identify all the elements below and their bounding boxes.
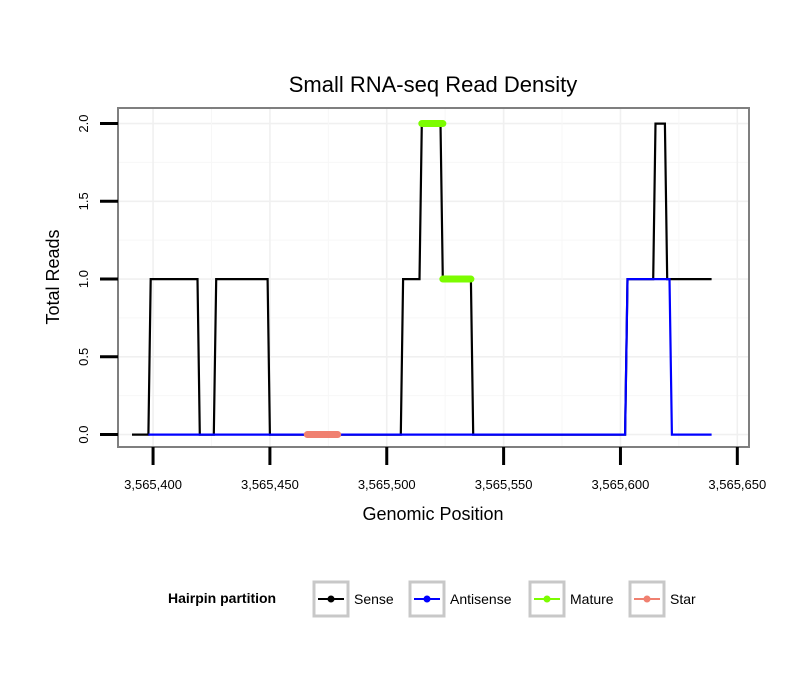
legend-dot-mature	[543, 595, 551, 603]
x-tick-label: 3,565,450	[241, 477, 299, 492]
y-tick-label: 2.0	[76, 115, 91, 133]
legend-label-mature: Mature	[570, 591, 614, 607]
y-tick-label: 0.5	[76, 348, 91, 366]
series-group	[132, 120, 712, 439]
legend-label-star: Star	[670, 591, 696, 607]
legend-dot-star	[643, 595, 651, 603]
y-tick-label: 0.0	[76, 426, 91, 444]
x-tick-label: 3,565,600	[592, 477, 650, 492]
legend-label-sense: Sense	[354, 591, 394, 607]
legend-title: Hairpin partition	[168, 590, 276, 606]
series-line-sense	[132, 122, 712, 436]
x-axis-title: Genomic Position	[362, 504, 503, 524]
axes: 0.0 0.5 1.0 1.5 2.0 3,565,400 3,565,450 3,565,5…	[76, 115, 766, 492]
x-tick-label: 3,565,650	[708, 477, 766, 492]
y-tick-label: 1.5	[76, 192, 91, 210]
y-axis-title: Total Reads	[43, 229, 63, 324]
series-line-antisense	[148, 278, 712, 436]
grid	[118, 108, 749, 447]
plot-frame	[117, 107, 750, 448]
y-tick-label: 1.0	[76, 270, 91, 288]
x-tick-label: 3,565,550	[475, 477, 533, 492]
x-tick-label: 3,565,500	[358, 477, 416, 492]
x-tick-label: 3,565,400	[124, 477, 182, 492]
legend-dot-antisense	[423, 595, 431, 603]
legend-dot-sense	[327, 595, 335, 603]
chart-title: Small RNA-seq Read Density	[289, 72, 578, 97]
legend-label-antisense: Antisense	[450, 591, 512, 607]
legend: Hairpin partition Sense Antisense Mature Sta…	[168, 580, 696, 618]
